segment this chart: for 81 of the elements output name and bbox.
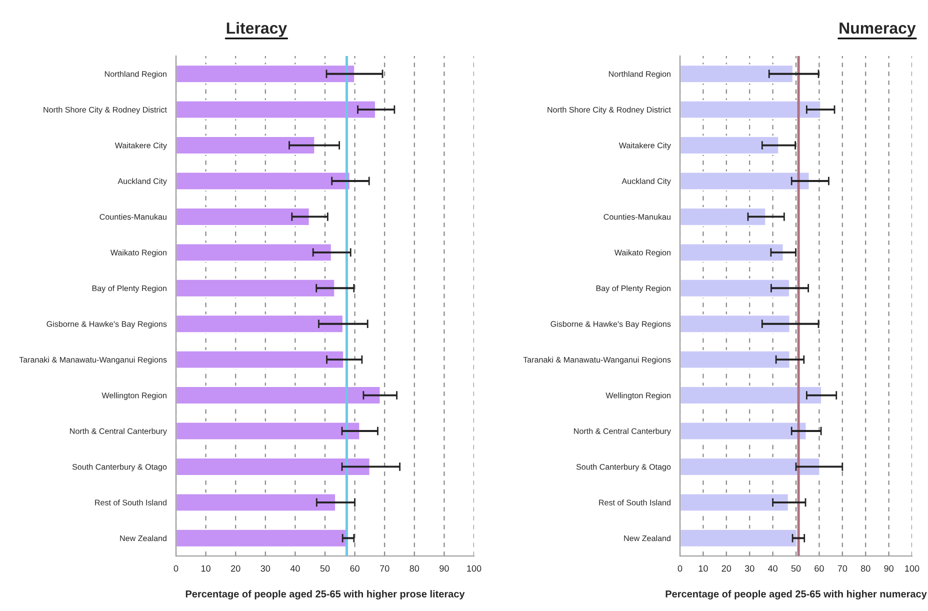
bar	[680, 278, 790, 298]
bar	[176, 457, 371, 476]
bar	[680, 171, 810, 191]
y-tick-label: Wellington Region	[102, 392, 166, 400]
y-tick-label: Taranaki & Manawatu-Wanganui Regions	[523, 356, 671, 364]
x-tick-label: 70	[380, 565, 390, 572]
bar	[176, 207, 310, 226]
bar	[176, 171, 351, 191]
y-tick-label: Taranaki & Manawatu-Wanganui Regions	[19, 356, 167, 364]
bar	[176, 278, 336, 298]
y-tick-label: New Zealand	[120, 535, 166, 542]
y-tick-label: South Canterbury & Otago	[72, 464, 167, 472]
y-tick-label: Waikato Region	[614, 250, 670, 258]
y-tick-label: Waitakere City	[114, 142, 167, 150]
bar	[176, 136, 316, 155]
bar	[176, 64, 356, 84]
bar	[680, 100, 822, 120]
x-tick-label: 30	[744, 565, 754, 572]
y-tick-label: Waikato Region	[110, 250, 166, 258]
bar	[680, 457, 821, 476]
y-tick-label: North & Central Canterbury	[70, 428, 167, 436]
y-tick-label: North & Central Canterbury	[574, 428, 671, 436]
x-tick-label: 10	[698, 565, 708, 572]
x-tick-label: 20	[722, 565, 732, 572]
x-tick-label: 40	[290, 565, 300, 572]
y-tick-label: Waitakere City	[618, 142, 671, 150]
y-tick-label: Northland Region	[104, 70, 166, 78]
x-tick-label: 0	[678, 565, 682, 572]
bar	[680, 492, 790, 512]
bar	[176, 492, 336, 512]
x-tick-label: 10	[201, 565, 210, 572]
bar	[680, 207, 767, 226]
y-tick-label: Northland Region	[608, 70, 670, 78]
y-tick-label: Bay of Plenty Region	[92, 285, 166, 293]
bar	[680, 386, 822, 405]
x-axis-title: Percentage of people aged 25-65 with higher prose literacy	[186, 590, 465, 600]
x-tick-label: 100	[467, 565, 482, 572]
x-axis-title: Percentage of people aged 25-65 with higher numeracy	[666, 590, 927, 600]
y-tick-label: New Zealand	[624, 535, 670, 542]
chart-title: Literacy	[226, 22, 288, 37]
bar	[680, 136, 780, 155]
x-tick-label: 60	[814, 565, 824, 572]
y-tick-label: Rest of South Island	[599, 500, 670, 506]
x-tick-label: 20	[231, 565, 240, 572]
bar	[680, 421, 808, 441]
x-tick-label: 80	[410, 565, 420, 572]
y-tick-label: North Shore City & Rodney District	[44, 106, 167, 114]
y-tick-label: Counties-Manukau	[100, 214, 166, 220]
x-tick-label: 30	[260, 565, 270, 572]
bar	[176, 100, 376, 120]
x-tick-label: 70	[838, 565, 848, 572]
bar	[176, 421, 361, 441]
y-tick-label: Bay of Plenty Region	[596, 285, 670, 293]
bar	[680, 64, 794, 84]
bar	[176, 386, 382, 405]
y-tick-label: Gisborne & Hawke's Bay Regions	[550, 320, 671, 328]
x-tick-label: 60	[350, 565, 360, 572]
bar	[680, 350, 791, 370]
x-tick-label: 0	[174, 565, 178, 572]
bar	[680, 314, 791, 334]
bar	[176, 242, 332, 262]
y-tick-label: Gisborne & Hawke's Bay Regions	[46, 320, 167, 328]
x-tick-label: 100	[905, 565, 920, 572]
chart-title: Numeracy	[840, 22, 916, 37]
y-tick-label: North Shore City & Rodney District	[548, 106, 671, 114]
bar	[176, 350, 344, 370]
y-tick-label: Counties-Manukau	[604, 214, 670, 220]
bar	[680, 528, 798, 548]
x-tick-label: 50	[320, 565, 330, 572]
y-tick-label: Auckland City	[118, 178, 167, 186]
y-tick-label: Wellington Region	[606, 392, 670, 400]
y-tick-label: Rest of South Island	[95, 500, 166, 506]
x-tick-label: 40	[768, 565, 778, 572]
x-tick-label: 80	[860, 565, 870, 572]
bar	[680, 242, 784, 262]
x-tick-label: 50	[791, 565, 801, 572]
bar	[176, 314, 344, 334]
x-tick-label: 90	[884, 565, 894, 572]
y-tick-label: South Canterbury & Otago	[576, 464, 671, 472]
y-tick-label: Auckland City	[622, 178, 671, 186]
x-tick-label: 90	[440, 565, 449, 572]
